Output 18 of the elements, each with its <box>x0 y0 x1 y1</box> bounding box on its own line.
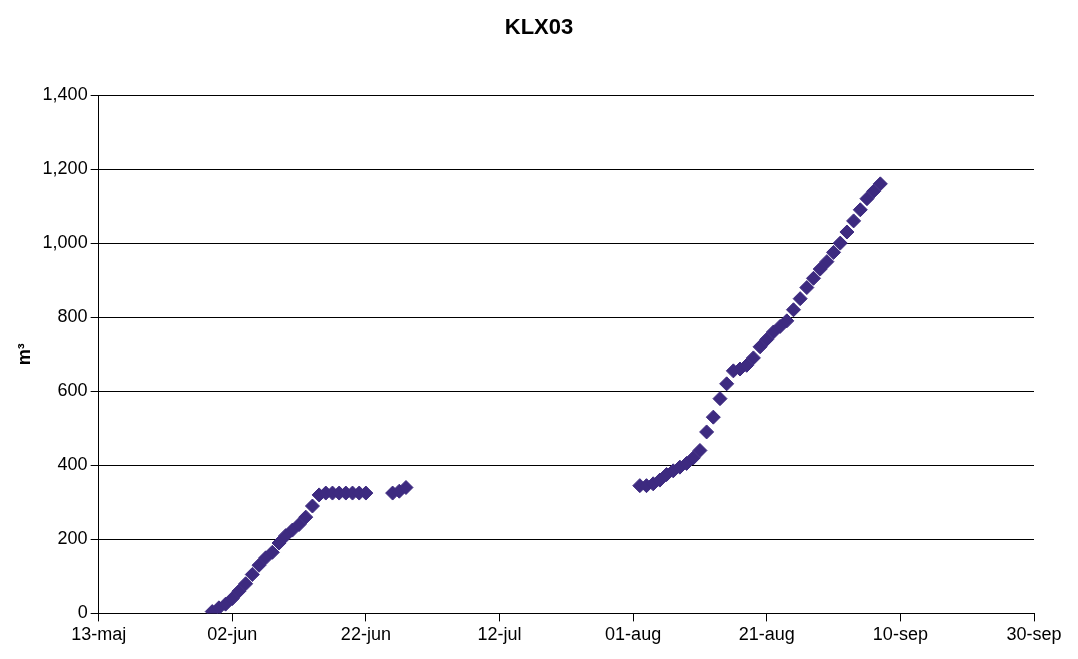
x-tick-label: 22-jun <box>340 624 391 645</box>
x-tick-label: 10-sep <box>872 624 928 645</box>
x-tick-label: 01-aug <box>605 624 662 645</box>
x-tick-label: 21-aug <box>738 624 795 645</box>
y-tick-label: 600 <box>57 380 88 401</box>
x-tick-label: 13-maj <box>71 624 127 645</box>
chart-title: KLX03 <box>503 14 575 40</box>
y-tick-label: 1,200 <box>42 158 88 179</box>
y-tick-label: 800 <box>57 306 88 327</box>
x-tick-label: 12-jul <box>477 624 522 645</box>
y-axis-title: m³ <box>13 343 34 366</box>
y-tick-label: 1,400 <box>42 83 88 104</box>
y-tick-label: 200 <box>57 528 88 549</box>
y-tick-label: 1,000 <box>42 232 88 253</box>
x-tick-label: 02-jun <box>207 624 258 645</box>
y-tick-label: 0 <box>77 602 88 623</box>
x-tick-label: 30-sep <box>1006 624 1062 645</box>
y-tick-label: 400 <box>57 454 88 475</box>
